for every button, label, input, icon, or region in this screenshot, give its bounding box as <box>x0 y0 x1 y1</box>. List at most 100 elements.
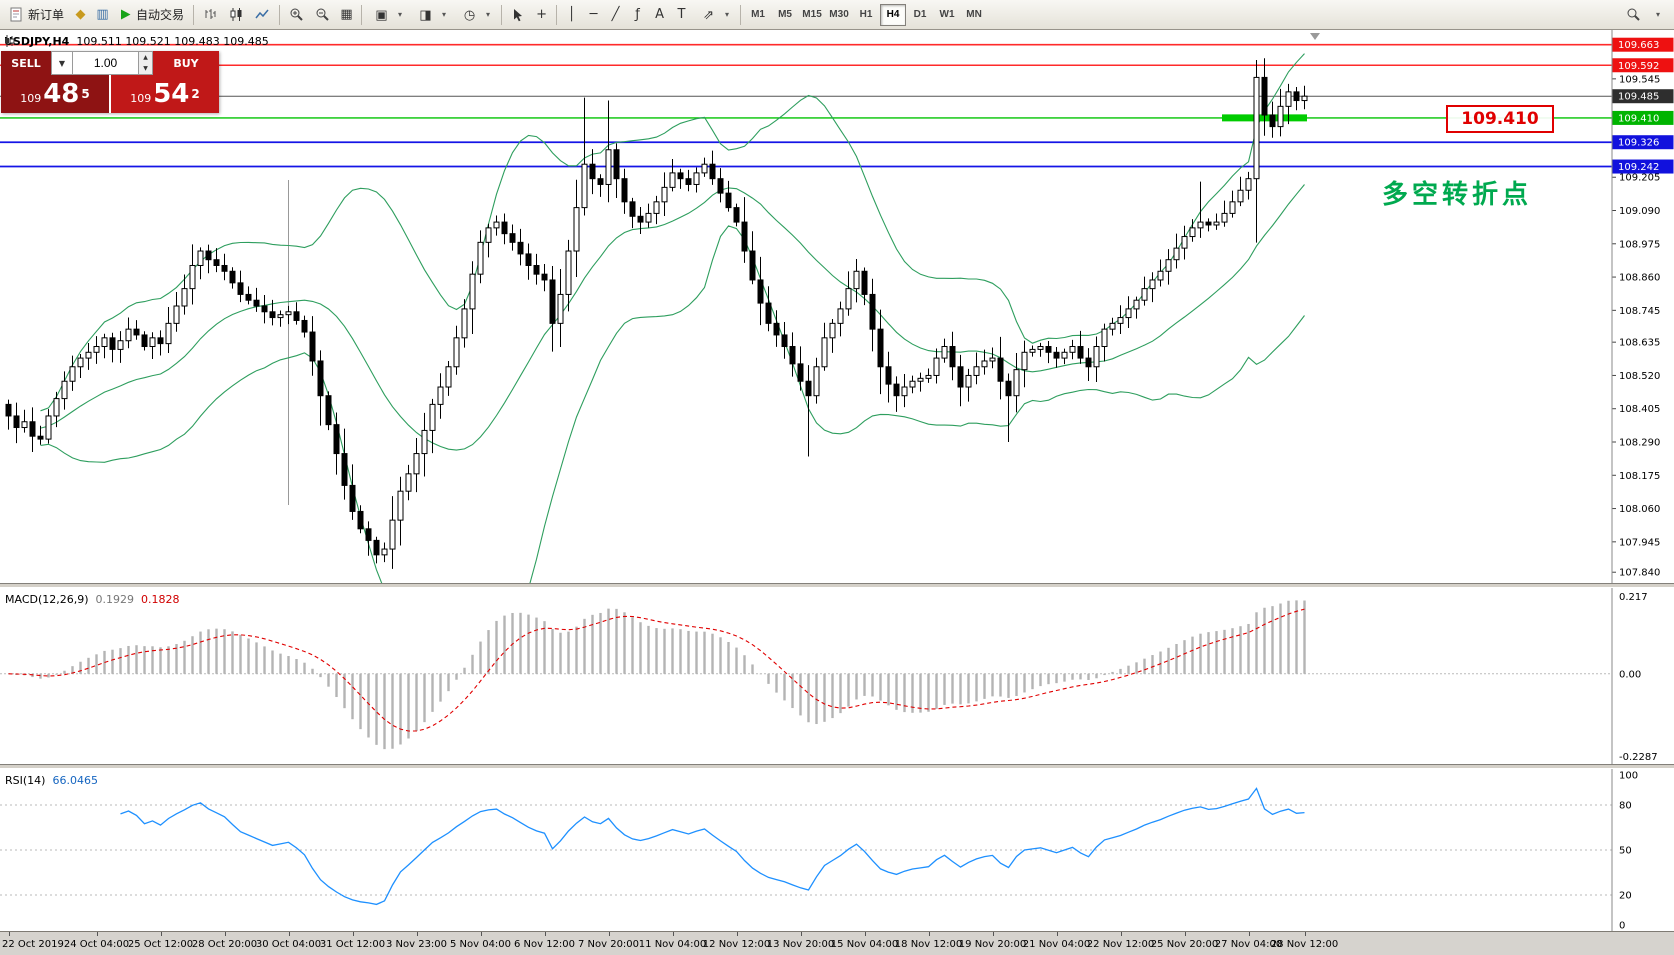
chevron-down-icon: ▾ <box>398 10 403 19</box>
line-chart-button[interactable] <box>250 3 275 27</box>
buy-button[interactable]: BUY <box>153 51 219 75</box>
search-button[interactable] <box>1621 3 1646 27</box>
rsi-axis-tick: 0 <box>1619 921 1625 932</box>
timeframe-H1[interactable]: H1 <box>853 4 879 26</box>
grid-toggle-icon[interactable]: ▦ <box>340 7 353 22</box>
price-axis-tick: 108.635 <box>1619 338 1660 349</box>
macd-axis-max: 0.217 <box>1619 592 1648 603</box>
label-tool-icon[interactable]: T <box>677 7 686 22</box>
trendline-tool-icon[interactable]: ╱ <box>611 7 620 22</box>
cursor-tool-button[interactable] <box>506 3 530 27</box>
fibonacci-tool-icon[interactable]: ƒ <box>635 7 640 22</box>
timeframe-MN[interactable]: MN <box>961 4 987 26</box>
timeframe-H4[interactable]: H4 <box>880 3 907 26</box>
timeframe-M1[interactable]: M1 <box>745 4 771 26</box>
macd-chart[interactable]: 0.217 0.00 -0.2287 <box>0 588 1674 764</box>
sell-price-button[interactable]: 109 48 5 <box>1 75 109 113</box>
price-chart[interactable]: 109.545 109.205 109.090 108.975 108.860 108.7… <box>0 30 1674 583</box>
macd-main-value: 0.1929 <box>95 593 135 606</box>
time-axis-tick <box>992 932 994 936</box>
arrows-tool-button[interactable]: ⇗ ▾ <box>693 3 736 27</box>
volume-up-button[interactable]: ▲ <box>143 54 148 61</box>
chart-shift-icon <box>1310 33 1320 40</box>
time-axis-label: 7 Nov 20:00 <box>577 939 640 950</box>
bollinger-upper <box>40 53 1305 412</box>
timeframe-group: M1 M5 M15 M30 H1 H4 D1 W1 MN <box>745 3 987 26</box>
rsi-panel: 100 80 50 20 0 RSI(14) 66.0465 <box>0 769 1674 931</box>
timeframe-M5[interactable]: M5 <box>772 4 798 26</box>
time-axis[interactable]: 22 Oct 2019 24 Oct 04:00 25 Oct 12:00 28 Oc… <box>0 931 1674 955</box>
symbol-ohlc-line: USDJPY,H4 109.511 109.521 109.483 109.48… <box>4 35 269 48</box>
timeframe-W1[interactable]: W1 <box>934 4 960 26</box>
time-axis-label: 3 Nov 23:00 <box>385 939 448 950</box>
time-axis-tick <box>160 932 162 936</box>
time-axis-label: 25 Oct 12:00 <box>127 939 194 950</box>
zoom-in-button[interactable] <box>284 3 309 27</box>
buy-price-sup: 2 <box>191 87 200 101</box>
time-axis-tick <box>672 932 674 936</box>
time-axis-tick <box>8 932 10 936</box>
macd-panel: 0.217 0.00 -0.2287 MACD(12,26,9) 0.1929 0.… <box>0 588 1674 764</box>
volume-down-button[interactable]: ▼ <box>143 65 148 72</box>
timeframe-M15[interactable]: M15 <box>799 4 825 26</box>
new-order-icon <box>10 7 22 22</box>
price-axis-tick: 109.090 <box>1619 206 1660 217</box>
sell-button[interactable]: SELL <box>1 51 51 75</box>
annotation-text: 多空转折点 <box>1382 180 1533 210</box>
market-watch-icon[interactable]: ▥ <box>96 7 109 22</box>
price-axis-tick: 107.945 <box>1619 537 1660 548</box>
toolbar-separator <box>193 4 195 25</box>
toolbar-separator <box>556 4 558 25</box>
time-axis-tick <box>480 932 482 936</box>
bar-chart-button[interactable] <box>198 3 223 27</box>
templates-button[interactable]: ◨ ▾ <box>410 3 453 27</box>
time-axis-label: 18 Nov 12:00 <box>894 939 963 950</box>
autotrading-label: 自动交易 <box>136 8 185 22</box>
toolbar-separator <box>740 4 742 25</box>
macd-label: MACD(12,26,9) 0.1929 0.1828 <box>5 593 180 606</box>
time-axis-label: 27 Nov 04:00 <box>1214 939 1283 950</box>
autotrading-button[interactable]: 自动交易 <box>114 3 189 27</box>
new-chart-button[interactable]: ▣ ▾ <box>366 3 409 27</box>
time-axis-tick <box>416 932 418 936</box>
volume-input[interactable] <box>73 51 139 75</box>
buy-price-button[interactable]: 109 54 2 <box>111 75 219 113</box>
chevron-down-icon: ▾ <box>1655 10 1660 19</box>
profiles-icon[interactable]: ◆ <box>75 7 86 22</box>
periods-button[interactable]: ◷ ▾ <box>454 3 497 27</box>
timeframe-D1[interactable]: D1 <box>907 4 933 26</box>
text-tool-icon[interactable]: A <box>655 7 664 22</box>
ohlc-values: 109.511 109.521 109.483 109.485 <box>76 35 269 48</box>
rsi-chart[interactable]: 100 80 50 20 0 <box>0 769 1674 931</box>
panel-splitter[interactable] <box>0 764 1674 769</box>
time-axis-tick <box>352 932 354 936</box>
bar-chart-icon <box>205 9 216 19</box>
candles <box>5 58 1308 569</box>
vertical-line-tool-icon[interactable]: │ <box>567 7 576 22</box>
horizontal-line-tool-icon[interactable]: ─ <box>589 7 598 22</box>
new-order-button[interactable]: 新订单 <box>4 3 69 27</box>
time-axis-tick <box>1120 932 1122 936</box>
rsi-value: 66.0465 <box>52 774 98 787</box>
sell-price-big: 48 <box>43 79 80 109</box>
rsi-axis-tick: 20 <box>1619 891 1632 902</box>
crosshair-tool-icon[interactable]: + <box>536 7 547 22</box>
rsi-label: RSI(14) 66.0465 <box>5 774 98 787</box>
time-axis-tick <box>224 932 226 936</box>
zoom-out-button[interactable] <box>310 3 335 27</box>
time-axis-label: 6 Nov 12:00 <box>513 939 576 950</box>
new-order-label: 新订单 <box>28 8 65 22</box>
timeframe-M30[interactable]: M30 <box>826 4 852 26</box>
volume-dropdown-button[interactable]: ▼ <box>51 51 73 75</box>
one-click-trading-panel: SELL ▼ ▲ ▼ BUY 109 48 5 109 54 2 <box>1 51 219 113</box>
price-axis-level-box <box>1612 110 1674 125</box>
panel-splitter[interactable] <box>0 583 1674 588</box>
toolbar-separator <box>361 4 363 25</box>
templates-icon: ◨ <box>419 6 432 22</box>
more-tools-button[interactable]: ▾ <box>1646 3 1670 27</box>
time-axis-tick <box>608 932 610 936</box>
candlestick-chart-button[interactable] <box>224 3 249 27</box>
time-axis-tick <box>736 932 738 936</box>
time-axis-tick <box>288 932 290 936</box>
